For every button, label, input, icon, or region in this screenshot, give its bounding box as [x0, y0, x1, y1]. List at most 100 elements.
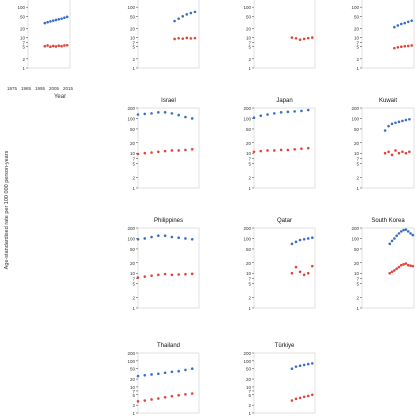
panel-title: Israel [161, 98, 176, 104]
y-tick-label: 5 [132, 162, 135, 167]
x-tick-label: 1995 [35, 86, 46, 91]
panel-title: South Korea [371, 218, 405, 224]
data-point [396, 24, 400, 27]
data-point [302, 395, 306, 399]
y-tick-label: 1 [356, 66, 359, 71]
data-point [406, 44, 410, 48]
data-point [252, 150, 256, 154]
data-series [43, 43, 69, 49]
x-tick-label: 1975 [7, 86, 18, 91]
data-series [290, 36, 314, 42]
data-point [395, 267, 398, 271]
data-point [406, 20, 410, 24]
data-point [396, 45, 400, 49]
y-tick-label: 20 [354, 26, 360, 31]
y-tick-label: 20 [246, 26, 252, 31]
y-tick-label: 7 [356, 277, 359, 282]
y-tick-label: 100 [17, 5, 25, 10]
y-tick-label: 7 [132, 389, 135, 394]
data-point [150, 398, 153, 401]
data-point [184, 115, 187, 119]
data-point [411, 233, 415, 237]
data-point [184, 272, 187, 276]
data-point [190, 237, 194, 241]
data-point [190, 367, 194, 370]
y-tick-label: 5 [22, 45, 25, 50]
data-point [294, 240, 298, 244]
data-point [390, 122, 394, 126]
data-series [252, 108, 310, 120]
data-point [259, 114, 263, 118]
data-point [302, 37, 306, 41]
x-tick-label: 2015 [63, 86, 74, 91]
y-tick-label: 200 [351, 226, 359, 231]
y-tick-label: 10 [354, 271, 360, 276]
data-point [408, 117, 411, 121]
data-point [173, 19, 176, 23]
data-point [190, 392, 194, 395]
y-tick-label: 50 [130, 127, 136, 132]
y-tick-label: 100 [351, 5, 359, 10]
y-tick-label: 200 [127, 0, 135, 1]
data-point [163, 396, 167, 399]
data-point [286, 148, 290, 152]
data-point [410, 44, 413, 47]
data-point [293, 147, 296, 151]
panel-title: Qatar [277, 218, 292, 224]
data-point [310, 362, 314, 365]
y-tick-label: 1 [132, 186, 135, 191]
data-point [404, 228, 408, 231]
data-point [306, 108, 310, 112]
y-tick-label: 50 [130, 367, 136, 372]
y-tick-label: 10 [20, 36, 26, 41]
data-point [136, 113, 140, 116]
data-point [286, 110, 290, 114]
data-point [394, 149, 397, 152]
y-tick-label: 1 [132, 66, 135, 71]
panel-title: Thailand [157, 343, 180, 349]
data-point [43, 44, 47, 48]
y-tick-label: 1 [356, 306, 359, 311]
data-point [136, 237, 140, 241]
y-tick-label: 1 [356, 186, 359, 191]
data-point [390, 239, 394, 243]
y-tick-label: 10 [130, 271, 136, 276]
data-series [136, 234, 194, 241]
data-point [310, 236, 314, 240]
data-point [306, 237, 310, 240]
data-point [388, 242, 392, 246]
y-axis-label: Age-standardised rate per 100 000 person… [4, 150, 10, 269]
data-series [252, 146, 310, 154]
y-tick-label: 5 [132, 45, 135, 50]
y-tick-label: 7 [132, 157, 135, 162]
data-point [298, 238, 302, 242]
data-point [51, 19, 55, 22]
data-point [397, 265, 401, 269]
data-point [189, 37, 193, 40]
data-point [404, 262, 408, 265]
data-point [409, 264, 412, 267]
y-tick-label: 50 [130, 247, 136, 252]
data-point [306, 36, 310, 40]
y-tick-label: 2 [356, 296, 359, 301]
data-point [163, 272, 167, 276]
data-point [310, 264, 314, 268]
data-point [136, 152, 140, 156]
plot-frame [361, 227, 415, 309]
data-point [170, 273, 174, 277]
data-point [150, 235, 153, 239]
data-point [65, 15, 69, 19]
data-point [143, 275, 147, 278]
panel-title: Japan [276, 98, 292, 104]
y-tick-label: 1 [248, 186, 251, 191]
data-point [150, 274, 153, 277]
data-point [399, 45, 403, 49]
data-series [388, 262, 415, 275]
data-point [395, 234, 398, 238]
data-point [411, 264, 415, 268]
data-point [401, 119, 404, 123]
data-point [65, 43, 69, 47]
data-point [266, 149, 269, 152]
